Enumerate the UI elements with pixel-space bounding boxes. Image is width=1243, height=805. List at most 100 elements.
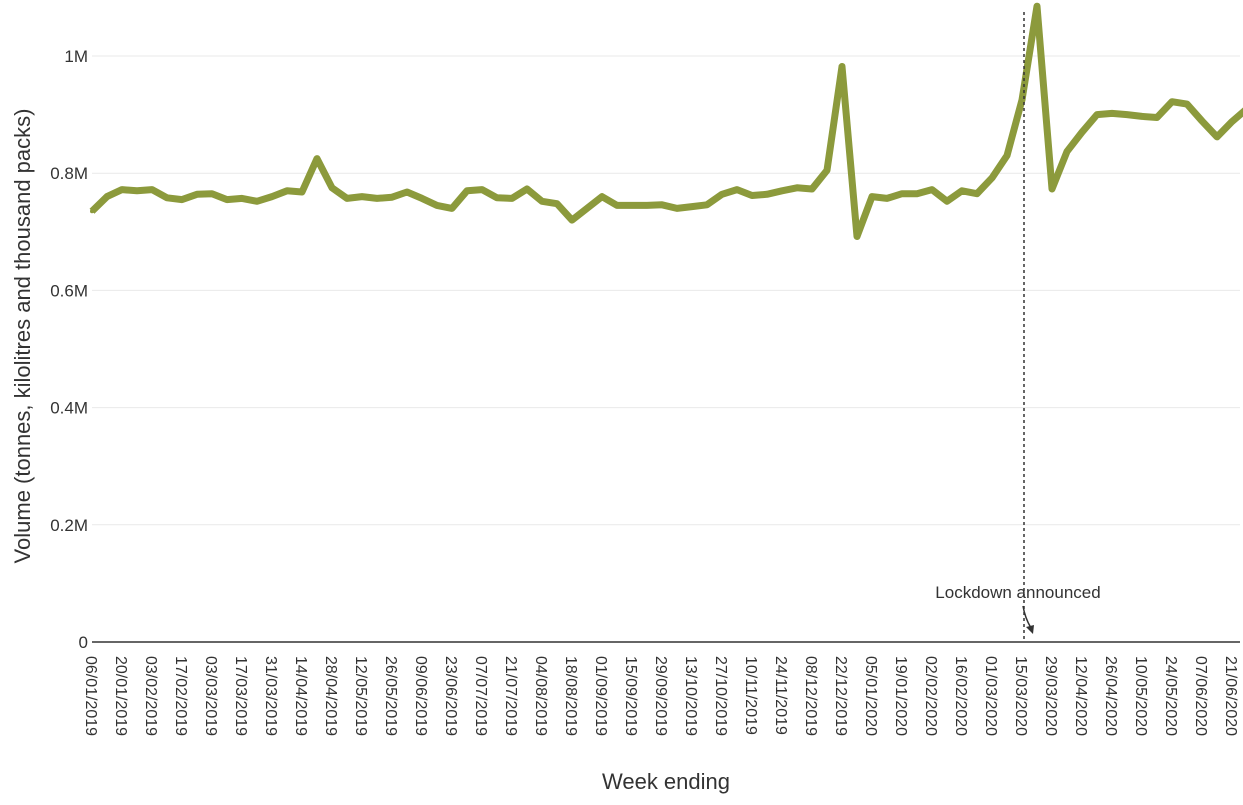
data-point [315,156,319,161]
data-point [795,185,799,190]
x-tick-label: 14/04/2019 [292,656,309,736]
x-tick-label: 02/02/2020 [922,656,939,736]
data-point [660,202,664,207]
data-point [435,203,439,208]
x-tick-label: 29/09/2019 [652,656,669,736]
lockdown-annotation-label: Lockdown announced [935,583,1100,602]
x-tick-label: 01/03/2020 [982,656,999,736]
data-point [465,188,469,193]
data-point [1065,149,1069,154]
data-point [675,206,679,211]
grid-layer [92,55,1240,526]
data-point [150,187,154,192]
x-axis-title: Week ending [602,769,730,794]
data-point [600,194,604,199]
data-point [570,218,574,223]
data-point [345,196,349,201]
x-tick-label: 27/10/2019 [712,656,729,736]
data-point [1110,111,1114,116]
data-point [1005,153,1009,158]
x-tick-label: 26/04/2020 [1102,656,1119,736]
x-tick-label: 15/09/2019 [622,656,639,736]
data-point [990,175,994,180]
x-tick-label: 24/11/2019 [772,656,789,735]
x-tick-label: 10/05/2020 [1132,656,1149,736]
series-layer [89,2,1243,240]
data-point [135,188,139,193]
data-point [960,188,964,193]
data-point [930,187,934,192]
data-point [690,204,694,209]
x-tick-label: 13/10/2019 [682,656,699,736]
data-point [210,191,214,196]
data-point [1125,112,1129,117]
y-tick-label: 0.6M [50,281,88,300]
data-point [645,203,649,208]
data-point [285,188,289,193]
data-point [825,168,829,173]
data-point [840,64,844,69]
data-point [480,187,484,192]
data-point [975,191,979,196]
data-point [810,187,814,191]
x-tick-label: 15/03/2020 [1012,656,1029,736]
x-axis: 06/01/2019 20/01/2019 03/02/2019 17/02/2019… [82,656,1239,736]
x-tick-label: 12/05/2019 [352,656,369,736]
data-point [1080,130,1084,135]
data-point [705,202,709,207]
data-point [525,187,529,191]
y-tick-label: 0.4M [50,399,88,418]
data-point [105,194,109,199]
x-tick-label: 12/04/2020 [1072,656,1089,736]
data-point [450,206,454,211]
data-point [240,196,244,201]
data-point [360,194,364,199]
data-point [90,209,94,214]
x-tick-label: 08/12/2019 [802,656,819,736]
x-tick-label: 03/02/2019 [142,656,159,736]
data-point [375,196,379,201]
data-point [915,191,919,196]
x-tick-label: 22/12/2019 [832,656,849,736]
data-point [900,191,904,196]
data-point [630,203,634,208]
x-tick-label: 10/11/2019 [742,656,759,735]
data-point [180,197,184,202]
data-point [750,193,754,198]
data-point [1035,4,1039,9]
data-point [945,199,949,204]
data-point [225,197,229,202]
x-tick-label: 31/03/2019 [262,656,279,736]
x-tick-label: 28/04/2019 [322,656,339,736]
y-axis-title: Volume (tonnes, kilolitres and thousand … [10,109,35,564]
y-tick-label: 1M [64,47,88,66]
lockdown-arrowhead [1026,625,1034,634]
data-point [1095,112,1099,117]
data-point [270,194,274,199]
y-tick-label: 0 [79,633,88,652]
data-point [195,192,199,197]
data-point [1020,97,1024,102]
data-point [765,192,769,197]
y-axis: 0 0.2M 0.4M 0.6M 0.8M 1M [50,47,88,652]
x-tick-label: 01/09/2019 [592,656,609,736]
x-tick-label: 20/01/2019 [112,656,129,736]
x-tick-label: 17/02/2019 [172,656,189,736]
x-tick-label: 16/02/2020 [952,656,969,736]
x-tick-label: 07/07/2019 [472,656,489,736]
data-point [720,192,724,197]
data-point [1200,119,1204,123]
data-point [885,196,889,201]
data-point [1230,119,1234,124]
data-point [510,196,514,201]
x-tick-label: 07/06/2020 [1192,656,1209,736]
y-tick-label: 0.2M [50,516,88,535]
x-tick-label: 19/01/2020 [892,656,909,736]
data-point [870,194,874,199]
data-point [540,199,544,204]
data-point [615,203,619,208]
x-tick-label: 26/05/2019 [382,656,399,736]
x-tick-label: 04/08/2019 [532,656,549,736]
